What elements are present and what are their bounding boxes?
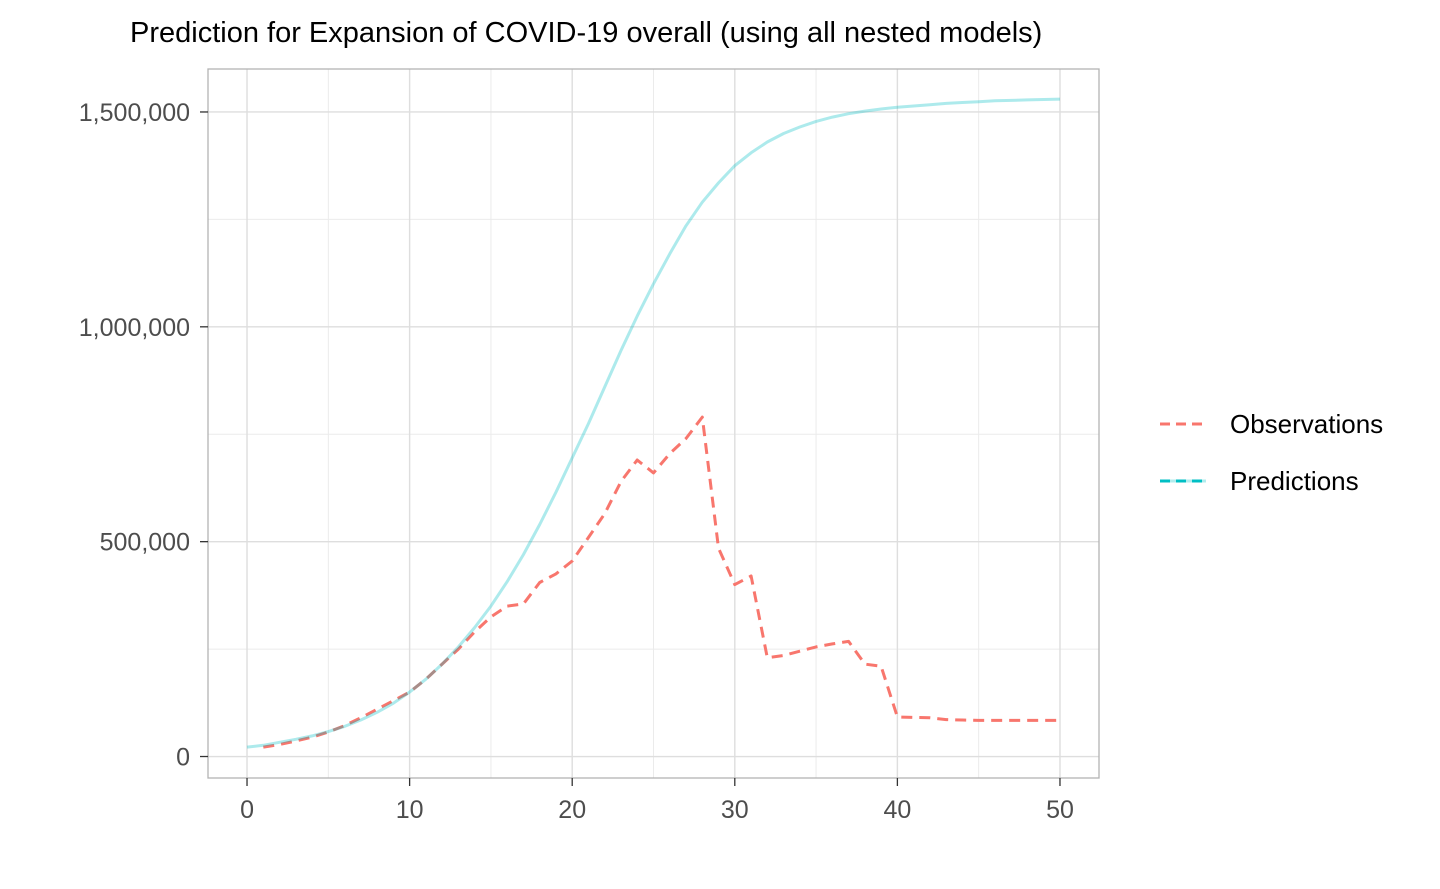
panel-border xyxy=(207,68,1100,779)
axis-ticks xyxy=(200,111,1061,786)
series-line-observations xyxy=(263,415,1060,749)
x-tick-label: 30 xyxy=(721,796,749,824)
x-tick-label: 0 xyxy=(240,796,254,824)
legend-item-observations: Observations xyxy=(1160,409,1383,439)
legend-label-observations: Observations xyxy=(1230,409,1383,439)
x-tick-label: 20 xyxy=(558,796,586,824)
x-tick-label: 10 xyxy=(396,796,424,824)
legend: Observations Predictions xyxy=(1160,409,1383,496)
series-layer xyxy=(246,97,1061,749)
x-tick-labels: 0 10 20 30 40 50 xyxy=(240,796,1074,824)
x-tick-label: 40 xyxy=(883,796,911,824)
minor-gridlines xyxy=(208,69,1099,778)
major-gridlines xyxy=(208,69,1099,778)
y-tick-label: 500,000 xyxy=(100,529,190,557)
legend-label-predictions: Predictions xyxy=(1230,466,1359,496)
x-tick-label: 50 xyxy=(1046,796,1074,824)
y-tick-label: 1,500,000 xyxy=(79,99,190,127)
y-tick-label: 1,000,000 xyxy=(79,314,190,342)
series-line-predictions xyxy=(246,97,1061,749)
chart-title: Prediction for Expansion of COVID-19 ove… xyxy=(130,17,1042,49)
y-tick-label: 0 xyxy=(176,744,190,772)
y-tick-labels: 0 500,000 1,000,000 1,500,000 xyxy=(79,99,190,772)
legend-item-predictions: Predictions xyxy=(1160,466,1359,496)
